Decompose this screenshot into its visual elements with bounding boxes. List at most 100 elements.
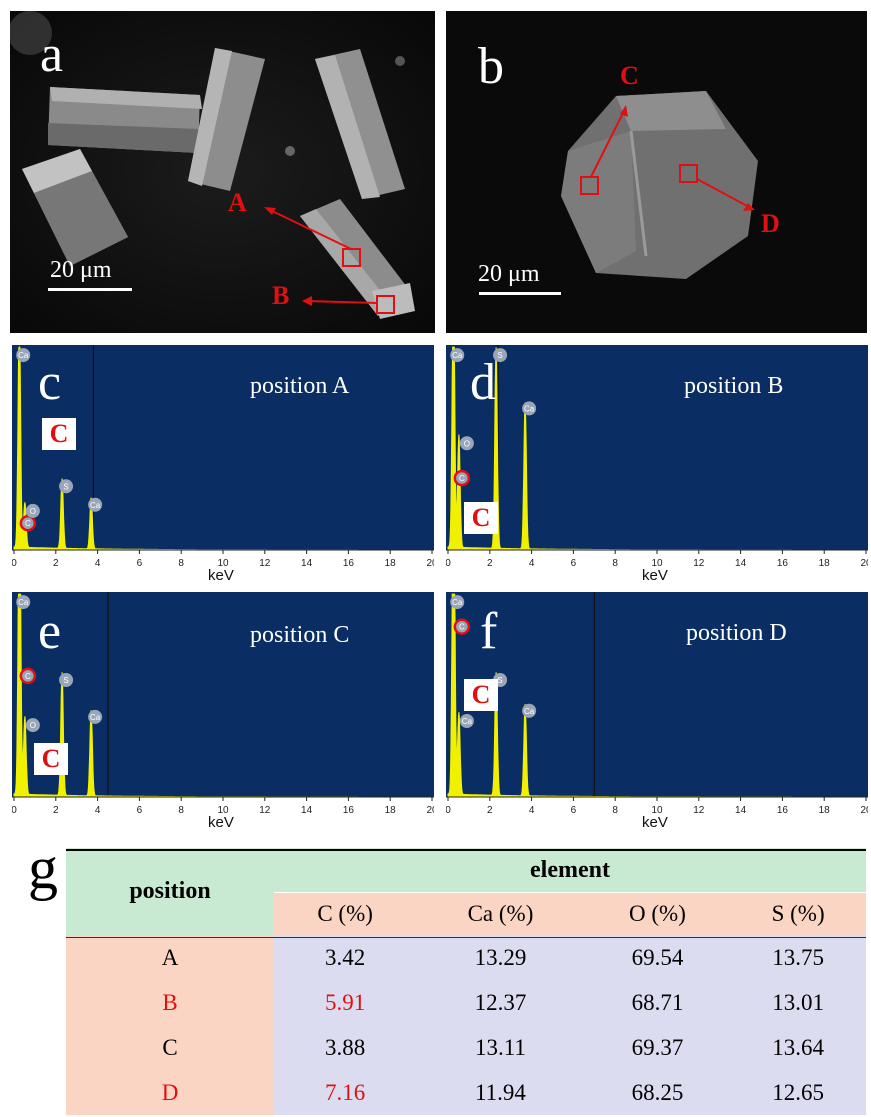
x-axis-title: keV xyxy=(208,814,234,831)
cell-ca: 12.37 xyxy=(416,980,585,1025)
scale-bar-a xyxy=(48,288,132,291)
x-tick-label: 8 xyxy=(612,805,618,816)
x-tick-label: 6 xyxy=(571,558,577,569)
peak-label-bubble xyxy=(453,469,471,487)
x-tick-label: 16 xyxy=(343,558,355,569)
x-tick-label: 8 xyxy=(178,558,184,569)
panel-letter-e: e xyxy=(38,603,62,660)
peak-label-bubble xyxy=(59,673,74,687)
peak-label: C xyxy=(459,623,465,632)
panel-letter-g: g xyxy=(28,835,58,901)
panel-letter-b: b xyxy=(478,38,504,95)
x-tick-label: 0 xyxy=(446,558,451,569)
peak-label-bubble xyxy=(16,348,31,363)
element-tag-c: C xyxy=(42,418,76,450)
peak-label: Ca xyxy=(18,598,29,607)
crystal-rod-3 xyxy=(315,49,405,199)
cell-c: 3.42 xyxy=(274,935,417,980)
table-top-rule xyxy=(66,849,866,851)
x-tick-label: 12 xyxy=(693,558,705,569)
x-tick-label: 8 xyxy=(612,558,618,569)
x-tick-label: 6 xyxy=(137,805,143,816)
peak-label-bubble xyxy=(19,514,37,532)
x-tick-label: 14 xyxy=(735,558,747,569)
peak-label-bubble xyxy=(59,479,74,494)
x-tick-label: 10 xyxy=(651,805,663,816)
spectrum-background xyxy=(446,345,868,550)
position-label: position D xyxy=(686,620,787,646)
cell-s: 13.64 xyxy=(730,1025,866,1070)
marker-label-b: B xyxy=(272,281,290,310)
element-tag-c: C xyxy=(464,502,498,534)
cell-o: 69.37 xyxy=(584,1025,731,1070)
peak-label-bubble xyxy=(522,401,537,416)
crystal-rod-1 xyxy=(48,87,202,153)
x-axis-title: keV xyxy=(642,567,668,584)
crystal-rod-4 xyxy=(22,149,128,266)
marker-box-d xyxy=(679,164,755,211)
peak-label-bubble xyxy=(450,595,465,610)
peak-label: Ca xyxy=(524,707,535,716)
peak-label: Ca xyxy=(462,717,473,726)
panel-letter-c: c xyxy=(38,354,62,411)
cell-o: 69.54 xyxy=(584,935,731,980)
cell-c: 5.91 xyxy=(274,980,417,1025)
row-position: D xyxy=(66,1070,274,1115)
x-tick-label: 2 xyxy=(53,805,59,816)
eds-spectrum-f: Ca C Ca S Ca 0 2 4 6 8 10 12 14 16 18 20 f position D C… xyxy=(446,592,868,831)
cell-s: 12.65 xyxy=(730,1070,866,1115)
cell-c: 3.88 xyxy=(274,1025,417,1070)
table-row: D 7.16 11.94 68.25 12.65 xyxy=(66,1070,866,1115)
peak-label: Ca xyxy=(452,598,463,607)
x-tick-label: 12 xyxy=(693,805,705,816)
peak-label: Ca xyxy=(452,351,463,360)
header-element: element xyxy=(274,848,866,893)
x-tick-label: 4 xyxy=(529,558,535,569)
row-position: C xyxy=(66,1025,274,1070)
x-tick-label: 18 xyxy=(385,805,397,816)
scale-label-a: 20 μm xyxy=(50,257,112,283)
x-tick-label: 14 xyxy=(301,558,313,569)
x-tick-label: 14 xyxy=(301,805,313,816)
position-label: position B xyxy=(684,373,784,399)
peak-label: S xyxy=(63,676,68,685)
x-tick-label: 16 xyxy=(777,805,789,816)
x-tick-label: 16 xyxy=(777,558,789,569)
x-tick-label: 2 xyxy=(487,805,493,816)
peak-label: Ca xyxy=(90,713,101,722)
scale-bar-b xyxy=(479,292,561,295)
eds-plot: Ca C Ca S Ca 0 2 4 6 8 10 12 14 16 18 20 xyxy=(446,592,868,816)
cell-ca: 13.29 xyxy=(416,935,585,980)
peak-label: O xyxy=(464,439,470,448)
peak-label-bubble xyxy=(493,348,508,363)
peak-label: C xyxy=(25,672,31,681)
eds-spectrum-d: CaOCSCa02468101214161820 d position B C … xyxy=(446,345,868,584)
x-tick-label: 0 xyxy=(12,805,17,816)
x-tick-label: 18 xyxy=(819,805,831,816)
table-row: C 3.88 13.11 69.37 13.64 xyxy=(66,1025,866,1070)
cell-c: 7.16 xyxy=(274,1070,417,1115)
column-header-s: S (%) xyxy=(730,892,866,935)
peak-label: Ca xyxy=(18,351,29,360)
x-tick-label: 0 xyxy=(12,558,17,569)
x-tick-label: 6 xyxy=(137,558,143,569)
crystal-rod-2 xyxy=(188,48,265,191)
peak-label-bubble xyxy=(88,709,103,724)
marker-label-c: C xyxy=(620,61,639,90)
eds-spectrum-e: CaCOSCa02468101214161820 e position C C … xyxy=(12,592,434,831)
marker-label-d: D xyxy=(761,209,780,238)
peak-label: S xyxy=(63,482,68,491)
position-label: position C xyxy=(250,622,350,648)
row-position: A xyxy=(66,935,274,980)
sem-image-a-graphic xyxy=(10,11,435,333)
peak-label-bubble xyxy=(25,718,40,733)
peak-label-bubble xyxy=(459,714,474,728)
panel-letter-a: a xyxy=(40,26,64,83)
table-row: B 5.91 12.37 68.71 13.01 xyxy=(66,980,866,1025)
x-tick-label: 10 xyxy=(217,805,229,816)
x-tick-label: 2 xyxy=(53,558,59,569)
peak-label: C xyxy=(25,519,31,528)
cell-s: 13.01 xyxy=(730,980,866,1025)
scale-label-b: 20 μm xyxy=(478,261,540,287)
x-tick-label: 4 xyxy=(95,805,101,816)
